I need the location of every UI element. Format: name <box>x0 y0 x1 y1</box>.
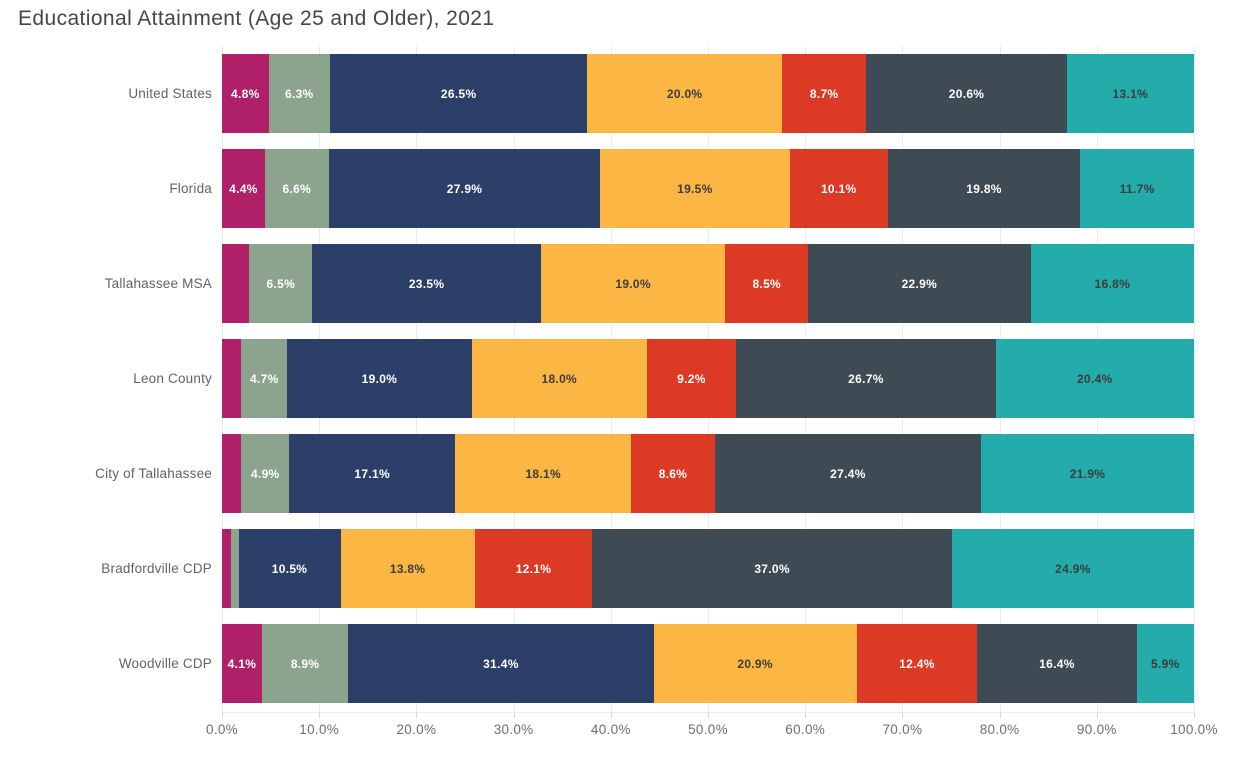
bar-segment[interactable]: 26.5% <box>329 54 588 133</box>
bar-segment[interactable]: 6.5% <box>249 244 313 323</box>
bar-segment[interactable]: 27.4% <box>714 434 982 513</box>
bar-segment[interactable]: 12.1% <box>474 529 593 608</box>
bar-segment[interactable]: 18.0% <box>471 339 647 418</box>
stacked-bar: 6.5% 23.5% 19.0% 8.5% 22.9% 16.8% <box>222 244 1194 323</box>
chart-row: Woodville CDP 4.1% 8.9% 31.4% 20.9% 12.4% 16.4… <box>119 624 1194 719</box>
chart-title: Educational Attainment (Age 25 and Older… <box>18 7 495 30</box>
bar-segment[interactable]: 8.6% <box>631 434 715 513</box>
chart-row: Bradfordville CDP 10.5% 13.8% 12.1% 37.0% 24.… <box>101 529 1194 624</box>
axis-tick-label: 90.0% <box>1076 722 1117 737</box>
bar-segment[interactable]: 4.4% <box>222 149 265 228</box>
bar-segment[interactable]: 13.8% <box>340 529 475 608</box>
stacked-bar: 4.7% 19.0% 18.0% 9.2% 26.7% 20.4% <box>222 339 1194 418</box>
axis-tick-label: 100.0% <box>1170 722 1218 737</box>
chart-row: Florida 4.4% 6.6% 27.9% 19.5% 10.1% 19.8% 11.7% <box>169 149 1194 244</box>
stacked-bar: 10.5% 13.8% 12.1% 37.0% 24.9% <box>222 529 1194 608</box>
bar-segment[interactable]: 20.9% <box>653 624 857 703</box>
axis-tick <box>319 712 321 718</box>
axis-tick <box>416 712 418 718</box>
axis-tick <box>999 712 1001 718</box>
category-label: City of Tallahassee <box>95 466 212 481</box>
bar-segment[interactable]: 21.9% <box>981 434 1194 513</box>
bar-segment[interactable]: 20.0% <box>587 54 782 133</box>
axis-tick <box>805 712 807 718</box>
bar-rows: United States 4.8% 6.3% 26.5% 20.0% 8.7% 20.6%… <box>95 54 1194 719</box>
category-label: Leon County <box>133 371 212 386</box>
axis-tick-label: 30.0% <box>493 722 534 737</box>
bar-segment[interactable]: 20.6% <box>866 54 1067 133</box>
bar-segment[interactable]: 8.9% <box>261 624 349 703</box>
category-label: Woodville CDP <box>118 656 212 671</box>
bar-segment[interactable] <box>222 244 250 323</box>
axis-tick-label: 50.0% <box>688 722 728 737</box>
bar-segment[interactable] <box>222 434 242 513</box>
axis-tick-label: 0.0% <box>206 722 238 737</box>
bar-segment[interactable] <box>230 529 239 608</box>
axis-tick-label: 80.0% <box>979 722 1020 737</box>
stacked-bar: 4.8% 6.3% 26.5% 20.0% 8.7% 20.6% 13.1% <box>222 54 1194 133</box>
bar-segment[interactable]: 19.5% <box>600 149 790 228</box>
category-label: Tallahassee MSA <box>104 276 212 291</box>
bar-segment[interactable]: 4.1% <box>222 624 262 703</box>
axis-tick <box>513 712 515 718</box>
chart-row: City of Tallahassee 4.9% 17.1% 18.1% 8.6% 27.… <box>95 434 1194 529</box>
bar-segment[interactable]: 10.1% <box>789 149 888 228</box>
bar-segment[interactable]: 19.8% <box>887 149 1081 228</box>
axis-tick <box>610 712 612 718</box>
bar-segment[interactable]: 4.8% <box>222 54 269 133</box>
axis-tick <box>902 712 904 718</box>
chart-row: Leon County 4.7% 19.0% 18.0% 9.2% 26.7% 20.4% <box>133 339 1194 434</box>
bar-segment[interactable]: 6.3% <box>268 54 330 133</box>
bar-segment[interactable]: 23.5% <box>312 244 541 323</box>
bar-segment[interactable]: 19.0% <box>540 244 726 323</box>
axis-tick-label: 70.0% <box>882 722 923 737</box>
bar-segment[interactable]: 9.2% <box>646 339 737 418</box>
bar-segment[interactable]: 37.0% <box>592 529 952 608</box>
bar-segment[interactable]: 18.1% <box>455 434 632 513</box>
bar-segment[interactable]: 22.9% <box>808 244 1031 323</box>
bar-segment[interactable]: 19.0% <box>287 339 472 418</box>
bar-segment[interactable]: 8.7% <box>781 54 867 133</box>
bar-segment[interactable]: 27.9% <box>328 149 601 228</box>
bar-segment[interactable] <box>222 339 242 418</box>
bar-segment[interactable]: 26.7% <box>736 339 996 418</box>
axis-tick-label: 10.0% <box>299 722 340 737</box>
bar-segment[interactable] <box>222 529 231 608</box>
bar-segment[interactable]: 8.5% <box>725 244 809 323</box>
chart-row: Tallahassee MSA 6.5% 23.5% 19.0% 8.5% 22.9% 16… <box>105 244 1194 339</box>
axis-tick <box>708 712 709 718</box>
bar-segment[interactable]: 16.8% <box>1030 244 1194 323</box>
bar-segment[interactable]: 16.4% <box>977 624 1137 703</box>
axis-tick-label: 40.0% <box>590 722 631 737</box>
axis-tick <box>1096 712 1098 718</box>
bar-segment[interactable]: 13.1% <box>1066 54 1194 133</box>
category-label: United States <box>128 86 212 101</box>
bar-segment[interactable]: 6.6% <box>264 149 329 228</box>
bar-segment[interactable]: 5.9% <box>1136 624 1194 703</box>
stacked-bar: 4.9% 17.1% 18.1% 8.6% 27.4% 21.9% <box>222 434 1194 513</box>
bar-segment[interactable]: 20.4% <box>995 339 1194 418</box>
chart-row: United States 4.8% 6.3% 26.5% 20.0% 8.7% 20.6%… <box>128 54 1194 149</box>
stacked-bar: 4.4% 6.6% 27.9% 19.5% 10.1% 19.8% 11.7% <box>222 149 1194 228</box>
bar-segment[interactable]: 4.9% <box>241 434 290 513</box>
bar-segment[interactable]: 17.1% <box>289 434 456 513</box>
bar-segment[interactable]: 12.4% <box>856 624 978 703</box>
bar-segment[interactable]: 10.5% <box>238 529 341 608</box>
axis-tick <box>222 712 223 718</box>
category-label: Bradfordville CDP <box>101 561 212 576</box>
bar-segment[interactable]: 4.7% <box>241 339 288 418</box>
bar-segment[interactable]: 24.9% <box>951 529 1194 608</box>
axis-tick-label: 60.0% <box>785 722 826 737</box>
axis-tick-label: 20.0% <box>396 722 437 737</box>
stacked-bar: 4.1% 8.9% 31.4% 20.9% 12.4% 16.4% 5.9% <box>222 624 1194 703</box>
gridline <box>1194 46 1195 712</box>
bar-segment[interactable]: 31.4% <box>348 624 654 703</box>
bar-segment[interactable]: 11.7% <box>1080 149 1194 228</box>
axis-tick <box>1194 712 1195 718</box>
category-label: Florida <box>169 181 212 196</box>
